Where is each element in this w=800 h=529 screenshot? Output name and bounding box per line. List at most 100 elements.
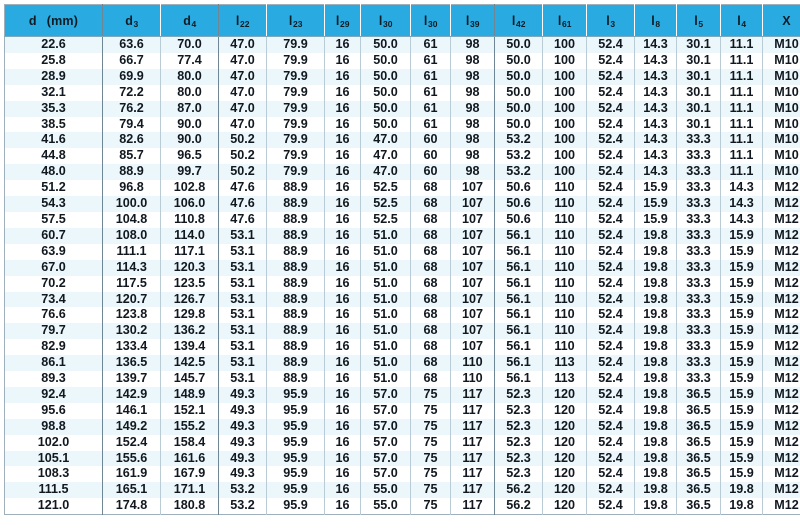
cell-l39: 98 [450, 116, 495, 133]
cell-l4: 15.9 [720, 466, 763, 483]
cell-d: 60.7 [4, 227, 103, 244]
cell-d: 54.3 [4, 196, 103, 212]
cell-d: 70.2 [4, 275, 103, 292]
cell-l5: 30.1 [676, 36, 721, 53]
cell-l61: 120 [542, 434, 587, 451]
dimension-spec-table: d (mm) d3 d4 l22 l23 l29 l30 l30 l39 l42 l61 l3 l8 l5 l… [4, 4, 800, 516]
header-subscript: 22 [240, 19, 250, 29]
cell-d4: 106.0 [160, 196, 219, 212]
cell-l8: 15.9 [634, 211, 677, 228]
cell-l4: 11.1 [720, 132, 763, 149]
cell-l4: 15.9 [720, 355, 763, 372]
cell-l5: 36.5 [676, 418, 721, 435]
cell-l42: 53.2 [494, 148, 543, 165]
cell-l30: 55.0 [360, 482, 411, 499]
column-header-l4: l4 [720, 4, 763, 37]
cell-l23: 79.9 [266, 36, 325, 53]
header-symbol: d [183, 13, 192, 28]
cell-l4: 11.1 [720, 52, 763, 69]
cell-l5: 36.5 [676, 402, 721, 419]
cell-l42: 56.1 [494, 227, 543, 244]
cell-l8: 19.8 [634, 386, 677, 403]
header-symbol: l [378, 13, 383, 28]
cell-l3: 52.4 [586, 386, 635, 403]
cell-l39: 107 [450, 291, 495, 308]
cell-l39: 107 [450, 259, 495, 276]
cell-d3: 76.2 [102, 100, 161, 117]
cell-l42: 56.1 [494, 355, 543, 372]
cell-d4: 90.0 [160, 116, 219, 133]
cell-d3: 130.2 [102, 323, 161, 340]
cell-l23: 95.9 [266, 498, 325, 515]
cell-l42: 50.6 [494, 180, 543, 197]
cell-l29: 16 [324, 291, 361, 308]
cell-d4: 120.3 [160, 259, 219, 276]
cell-l30: 51.0 [360, 307, 411, 324]
cell-l23: 79.9 [266, 52, 325, 69]
table-row: 63.9 111.1 117.1 53.1 88.9 16 51.0 68 107 56.1 110… [4, 243, 800, 260]
cell-l3: 52.4 [586, 498, 635, 515]
cell-l39: 117 [450, 402, 495, 419]
cell-l29: 16 [324, 418, 361, 435]
cell-d3: 104.8 [102, 211, 161, 228]
table-row: 98.8 149.2 155.2 49.3 95.9 16 57.0 75 117 52.3 120… [4, 418, 800, 435]
cell-l39: 117 [450, 450, 495, 467]
cell-d3: 155.6 [102, 450, 161, 467]
cell-l3: 52.4 [586, 148, 635, 165]
cell-l42: 50.0 [494, 84, 543, 101]
cell-d4: 167.9 [160, 466, 219, 483]
cell-l5: 33.3 [676, 371, 721, 387]
cell-l3: 52.4 [586, 371, 635, 387]
cell-l42: 56.1 [494, 371, 543, 387]
cell-d: 48.0 [4, 164, 103, 181]
cell-l30: 51.0 [360, 323, 411, 340]
cell-l30: 52.5 [360, 211, 411, 228]
cell-x: M12 [762, 307, 800, 324]
cell-l42: 56.2 [494, 482, 543, 499]
cell-d: 28.9 [4, 68, 103, 85]
header-subscript: 23 [293, 19, 303, 29]
cell-l5: 33.3 [676, 275, 721, 292]
cell-l30: 60 [410, 164, 451, 181]
cell-l23: 88.9 [266, 307, 325, 324]
cell-l4: 11.1 [720, 148, 763, 165]
cell-l22: 47.6 [218, 211, 267, 228]
column-header-l30: l30 [360, 4, 411, 37]
cell-l22: 53.2 [218, 482, 267, 499]
cell-l39: 98 [450, 164, 495, 181]
cell-x: M12 [762, 227, 800, 244]
cell-l39: 110 [450, 355, 495, 372]
cell-l30: 68 [410, 180, 451, 197]
header-subscript: 5 [698, 19, 704, 29]
cell-l30: 55.0 [360, 498, 411, 515]
cell-d3: 161.9 [102, 466, 161, 483]
header-symbol: X [782, 13, 791, 28]
table-row: 60.7 108.0 114.0 53.1 88.9 16 51.0 68 107 56.1 110… [4, 227, 800, 244]
cell-l4: 19.8 [720, 498, 763, 515]
cell-l29: 16 [324, 68, 361, 85]
cell-l3: 52.4 [586, 323, 635, 340]
cell-d3: 82.6 [102, 132, 161, 149]
cell-l3: 52.4 [586, 307, 635, 324]
cell-l3: 52.4 [586, 68, 635, 85]
cell-l22: 53.1 [218, 243, 267, 260]
cell-l61: 100 [542, 116, 587, 133]
cell-l61: 110 [542, 339, 587, 356]
header-symbol: l [557, 13, 562, 28]
cell-l39: 98 [450, 68, 495, 85]
cell-l61: 120 [542, 450, 587, 467]
cell-l5: 30.1 [676, 68, 721, 85]
cell-l61: 110 [542, 196, 587, 212]
cell-l22: 49.3 [218, 418, 267, 435]
cell-l42: 56.1 [494, 339, 543, 356]
cell-l22: 49.3 [218, 450, 267, 467]
cell-l30: 50.0 [360, 100, 411, 117]
cell-l8: 14.3 [634, 84, 677, 101]
table-row: 108.3 161.9 167.9 49.3 95.9 16 57.0 75 117 52.3 12… [4, 466, 800, 483]
cell-l30: 47.0 [360, 132, 411, 149]
cell-l8: 19.8 [634, 418, 677, 435]
cell-x: M12 [762, 259, 800, 276]
cell-d4: 180.8 [160, 498, 219, 515]
cell-l4: 11.1 [720, 116, 763, 133]
